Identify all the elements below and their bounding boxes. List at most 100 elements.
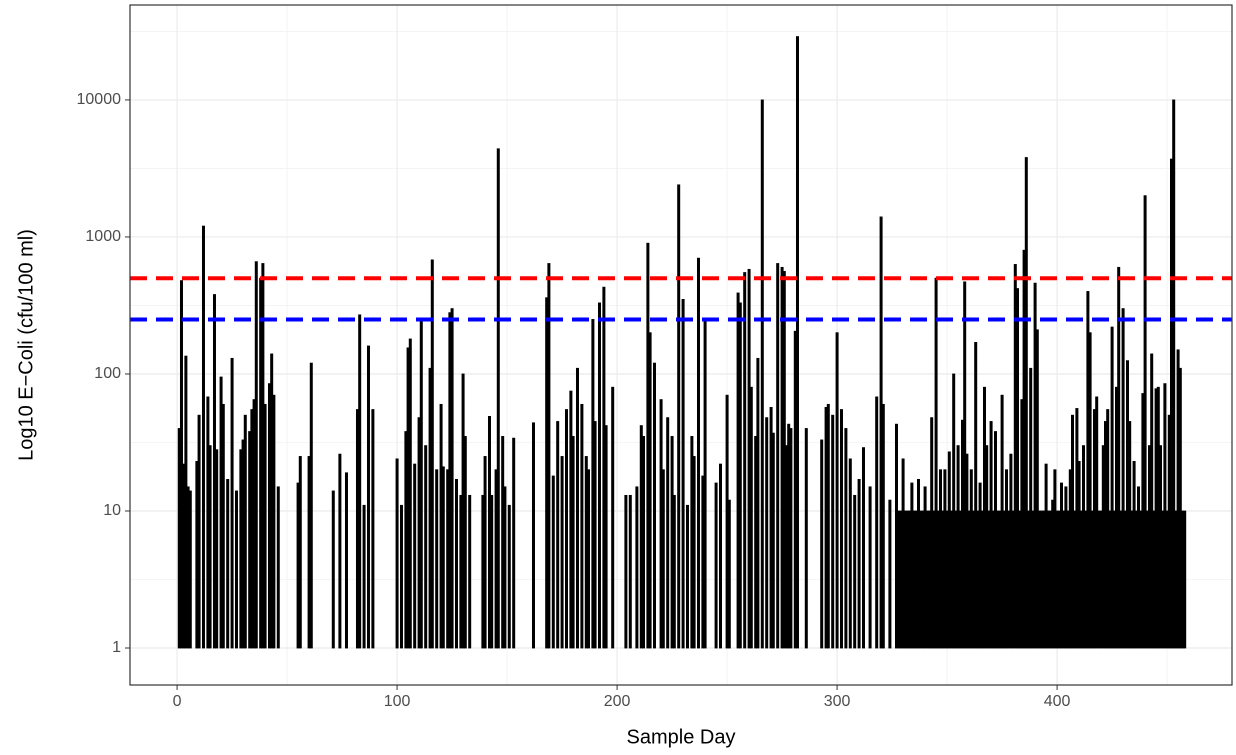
bar xyxy=(586,469,590,649)
bar xyxy=(1048,510,1052,649)
bar xyxy=(1015,288,1019,649)
bar xyxy=(820,439,824,649)
bar xyxy=(371,409,375,649)
bar xyxy=(958,510,962,649)
bar xyxy=(718,463,722,649)
bar xyxy=(551,475,555,649)
bar xyxy=(941,510,945,649)
bar xyxy=(560,456,564,649)
bar xyxy=(1134,510,1138,649)
bar xyxy=(547,263,551,649)
bar xyxy=(1178,367,1182,649)
bar xyxy=(413,463,417,649)
bar xyxy=(254,261,258,649)
bar xyxy=(338,453,342,649)
x-tick-label: 100 xyxy=(384,693,411,710)
bar xyxy=(652,362,656,649)
bar xyxy=(1117,266,1121,649)
bar xyxy=(597,302,601,649)
bar xyxy=(703,319,707,649)
x-axis-title: Sample Day xyxy=(627,726,736,748)
bar xyxy=(804,428,808,649)
bar xyxy=(226,479,230,649)
bar xyxy=(714,482,718,649)
y-tick-label: 1 xyxy=(112,639,121,656)
bar xyxy=(1073,510,1077,649)
bar xyxy=(1026,510,1030,649)
bar xyxy=(309,362,313,649)
bar xyxy=(263,403,267,649)
bar xyxy=(1099,510,1103,649)
bar xyxy=(1150,353,1154,649)
bar xyxy=(243,414,247,649)
bar xyxy=(1042,510,1046,649)
bar xyxy=(1024,157,1028,649)
bar xyxy=(771,432,775,649)
bar xyxy=(987,510,991,649)
bar xyxy=(604,425,608,649)
bar xyxy=(1007,510,1011,649)
bar xyxy=(435,469,439,649)
bar xyxy=(743,272,747,649)
bar xyxy=(408,338,412,649)
bar xyxy=(980,510,984,649)
bar xyxy=(556,421,560,649)
y-tick-label: 10000 xyxy=(77,91,122,108)
bar xyxy=(575,367,579,649)
bar xyxy=(826,403,830,649)
bar xyxy=(1090,510,1094,649)
panel-border xyxy=(129,4,1233,686)
bar xyxy=(483,456,487,649)
bar xyxy=(230,357,234,649)
bar xyxy=(1174,510,1178,649)
bar xyxy=(954,510,958,649)
bar xyxy=(949,510,953,649)
bar xyxy=(760,99,764,649)
bar xyxy=(188,490,192,649)
bar xyxy=(298,456,302,649)
bar xyxy=(276,486,280,649)
bar xyxy=(531,422,535,649)
bar xyxy=(936,510,940,649)
bar xyxy=(1123,510,1127,649)
bar xyxy=(685,504,689,649)
x-tick-label: 400 xyxy=(1044,693,1071,710)
bar xyxy=(571,436,575,649)
bar xyxy=(1062,510,1066,649)
bar xyxy=(795,36,799,649)
bar xyxy=(672,494,676,649)
bar xyxy=(861,447,865,649)
bar xyxy=(1143,195,1147,649)
bar xyxy=(692,456,696,649)
bar xyxy=(201,225,205,649)
bar xyxy=(908,510,912,649)
bar xyxy=(681,299,685,649)
bar xyxy=(234,490,238,649)
bar xyxy=(932,510,936,649)
bar xyxy=(593,421,597,649)
bar xyxy=(765,417,769,649)
bar xyxy=(848,458,852,649)
bar xyxy=(221,403,225,649)
bar xyxy=(976,510,980,649)
bar xyxy=(1161,510,1165,649)
bar xyxy=(998,510,1002,649)
bar xyxy=(507,504,511,649)
bar xyxy=(424,445,428,649)
bar xyxy=(641,436,645,649)
bar xyxy=(991,510,995,649)
bar xyxy=(835,332,839,649)
bar xyxy=(1002,510,1006,649)
bar xyxy=(857,479,861,649)
bar xyxy=(1112,510,1116,649)
bar xyxy=(696,257,700,649)
bar xyxy=(1088,332,1092,649)
y-tick-label: 100 xyxy=(94,365,121,382)
bar xyxy=(450,308,454,649)
x-tick-label: 0 xyxy=(173,693,182,710)
bar xyxy=(844,428,848,649)
bar xyxy=(1057,510,1061,649)
bar xyxy=(1165,510,1169,649)
